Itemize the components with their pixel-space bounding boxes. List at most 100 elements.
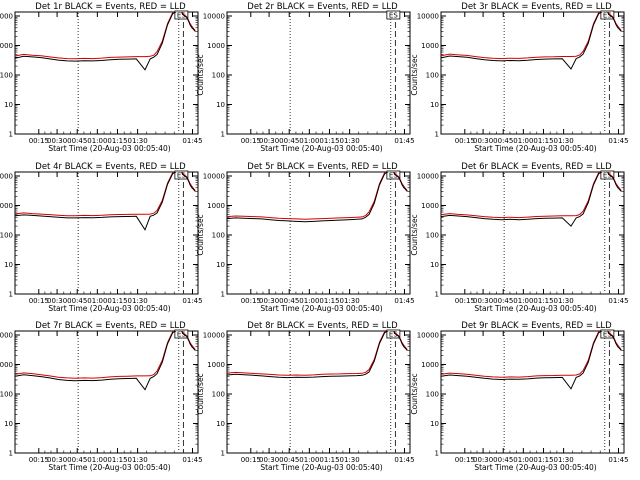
y-tick-label: 10	[216, 420, 225, 428]
panel-title: Det 1r BLACK = Events, RED = LLD	[35, 2, 186, 12]
x-tick-label: 01:00	[299, 297, 319, 305]
annotation-box	[600, 170, 615, 180]
annotation-box	[600, 329, 615, 339]
x-tick-label: 01:45	[394, 456, 414, 464]
x-tick-label: 00:45	[67, 456, 87, 464]
annotation-box	[174, 170, 189, 180]
y-axis-label: Counts/sec	[410, 54, 419, 95]
x-tick-label: 00:15	[455, 297, 475, 305]
series-line-lld	[15, 331, 196, 379]
panel-title: Det 2r BLACK = Events, RED = LLD	[247, 2, 398, 12]
x-axis-label: Start Time (20-Aug-03 00:05:40)	[48, 144, 170, 153]
y-tick-label: 1000	[207, 361, 225, 369]
annotation-label: ES	[389, 331, 398, 339]
x-tick-label: 01:30	[128, 297, 148, 305]
x-tick-label: 01:15	[533, 137, 553, 145]
x-axis-label: Start Time (20-Aug-03 00:05:40)	[260, 144, 382, 153]
x-tick-label: 01:15	[533, 456, 553, 464]
x-tick-label: 00:45	[67, 137, 87, 145]
y-tick-label: 1	[435, 131, 439, 139]
x-axis-label: Start Time (20-Aug-03 00:05:40)	[474, 304, 596, 313]
series-line-lld	[227, 331, 408, 376]
panel-det-8r: Det 8r BLACK = Events, RED = LLD 1 10 100 10…	[196, 321, 415, 472]
plot-frame	[226, 11, 411, 135]
x-tick-label: 00:15	[455, 137, 475, 145]
y-axis-label: Counts/sec	[196, 214, 205, 255]
panel-title: Det 5r BLACK = Events, RED = LLD	[247, 162, 398, 172]
x-tick-label: 01:15	[533, 297, 553, 305]
y-axis-label: Counts/sec	[196, 373, 205, 414]
y-tick-label: 1000	[421, 42, 439, 50]
y-tick-label: 1000	[0, 202, 13, 210]
x-tick-label: 01:45	[182, 137, 202, 145]
y-tick-label: 1000	[207, 202, 225, 210]
x-tick-label: 01:00	[513, 456, 533, 464]
y-tick-label: 10	[430, 261, 439, 269]
series-line-events	[441, 12, 622, 70]
x-tick-label: 01:00	[513, 297, 533, 305]
x-tick-label: 01:15	[319, 137, 339, 145]
y-tick-label: 1000	[0, 42, 13, 50]
y-tick-label: 1	[9, 450, 13, 458]
y-tick-label: 10000	[417, 13, 439, 21]
annotation-box	[600, 10, 615, 20]
y-tick-label: 100	[0, 72, 13, 80]
x-axis-label: Start Time (20-Aug-03 00:05:40)	[474, 463, 596, 472]
plot-frame	[226, 330, 411, 454]
annotation-box	[386, 10, 401, 20]
x-tick-label: 01:00	[87, 456, 107, 464]
x-tick-label: 01:15	[319, 456, 339, 464]
x-tick-label: 01:30	[340, 137, 360, 145]
y-tick-label: 100	[212, 391, 225, 399]
annotation-label: ES	[603, 172, 612, 180]
y-tick-label: 1	[435, 450, 439, 458]
series-line-events	[441, 172, 622, 227]
annotation-label: ES	[177, 12, 186, 20]
y-tick-label: 1	[435, 291, 439, 299]
y-tick-label: 1	[9, 291, 13, 299]
plot-frame	[14, 11, 199, 135]
x-tick-label: 01:45	[608, 137, 628, 145]
annotation-box	[174, 10, 189, 20]
plot-frame	[226, 171, 411, 295]
panel-det-7r: Det 7r BLACK = Events, RED = LLD 1 10 100 10…	[0, 321, 203, 472]
y-tick-label: 100	[212, 232, 225, 240]
x-tick-label: 00:45	[279, 137, 299, 145]
annotation-box	[386, 170, 401, 180]
plot-frame	[14, 330, 199, 454]
x-tick-label: 01:00	[87, 137, 107, 145]
panel-title: Det 7r BLACK = Events, RED = LLD	[35, 321, 186, 331]
series-line-lld	[441, 12, 622, 60]
x-axis-label: Start Time (20-Aug-03 00:05:40)	[474, 144, 596, 153]
y-tick-label: 10000	[203, 173, 225, 181]
x-tick-label: 01:30	[128, 456, 148, 464]
annotation-label: ES	[603, 12, 612, 20]
y-tick-label: 100	[212, 72, 225, 80]
x-tick-label: 00:45	[279, 456, 299, 464]
y-tick-label: 1	[221, 450, 225, 458]
x-tick-label: 00:15	[455, 456, 475, 464]
x-tick-label: 00:15	[241, 297, 261, 305]
y-axis-label: Counts/sec	[196, 54, 205, 95]
series-line-events	[15, 331, 196, 391]
x-tick-label: 00:15	[241, 137, 261, 145]
x-tick-label: 00:45	[493, 137, 513, 145]
x-tick-label: 00:15	[29, 456, 49, 464]
panel-title: Det 4r BLACK = Events, RED = LLD	[35, 162, 186, 172]
panel-title: Det 9r BLACK = Events, RED = LLD	[461, 321, 612, 331]
y-tick-label: 1	[221, 291, 225, 299]
y-axis-label: Counts/sec	[410, 373, 419, 414]
x-tick-label: 00:45	[493, 456, 513, 464]
series-line-lld	[441, 172, 622, 219]
y-tick-label: 10000	[0, 13, 13, 21]
plot-frame	[440, 330, 625, 454]
series-line-events	[15, 172, 196, 231]
y-tick-label: 100	[0, 232, 13, 240]
y-tick-label: 100	[426, 391, 439, 399]
y-tick-label: 10	[4, 420, 13, 428]
x-tick-label: 01:45	[182, 297, 202, 305]
x-tick-label: 00:45	[493, 297, 513, 305]
annotation-label: ES	[603, 331, 612, 339]
annotation-label: ES	[389, 12, 398, 20]
x-tick-label: 00:30	[473, 297, 493, 305]
